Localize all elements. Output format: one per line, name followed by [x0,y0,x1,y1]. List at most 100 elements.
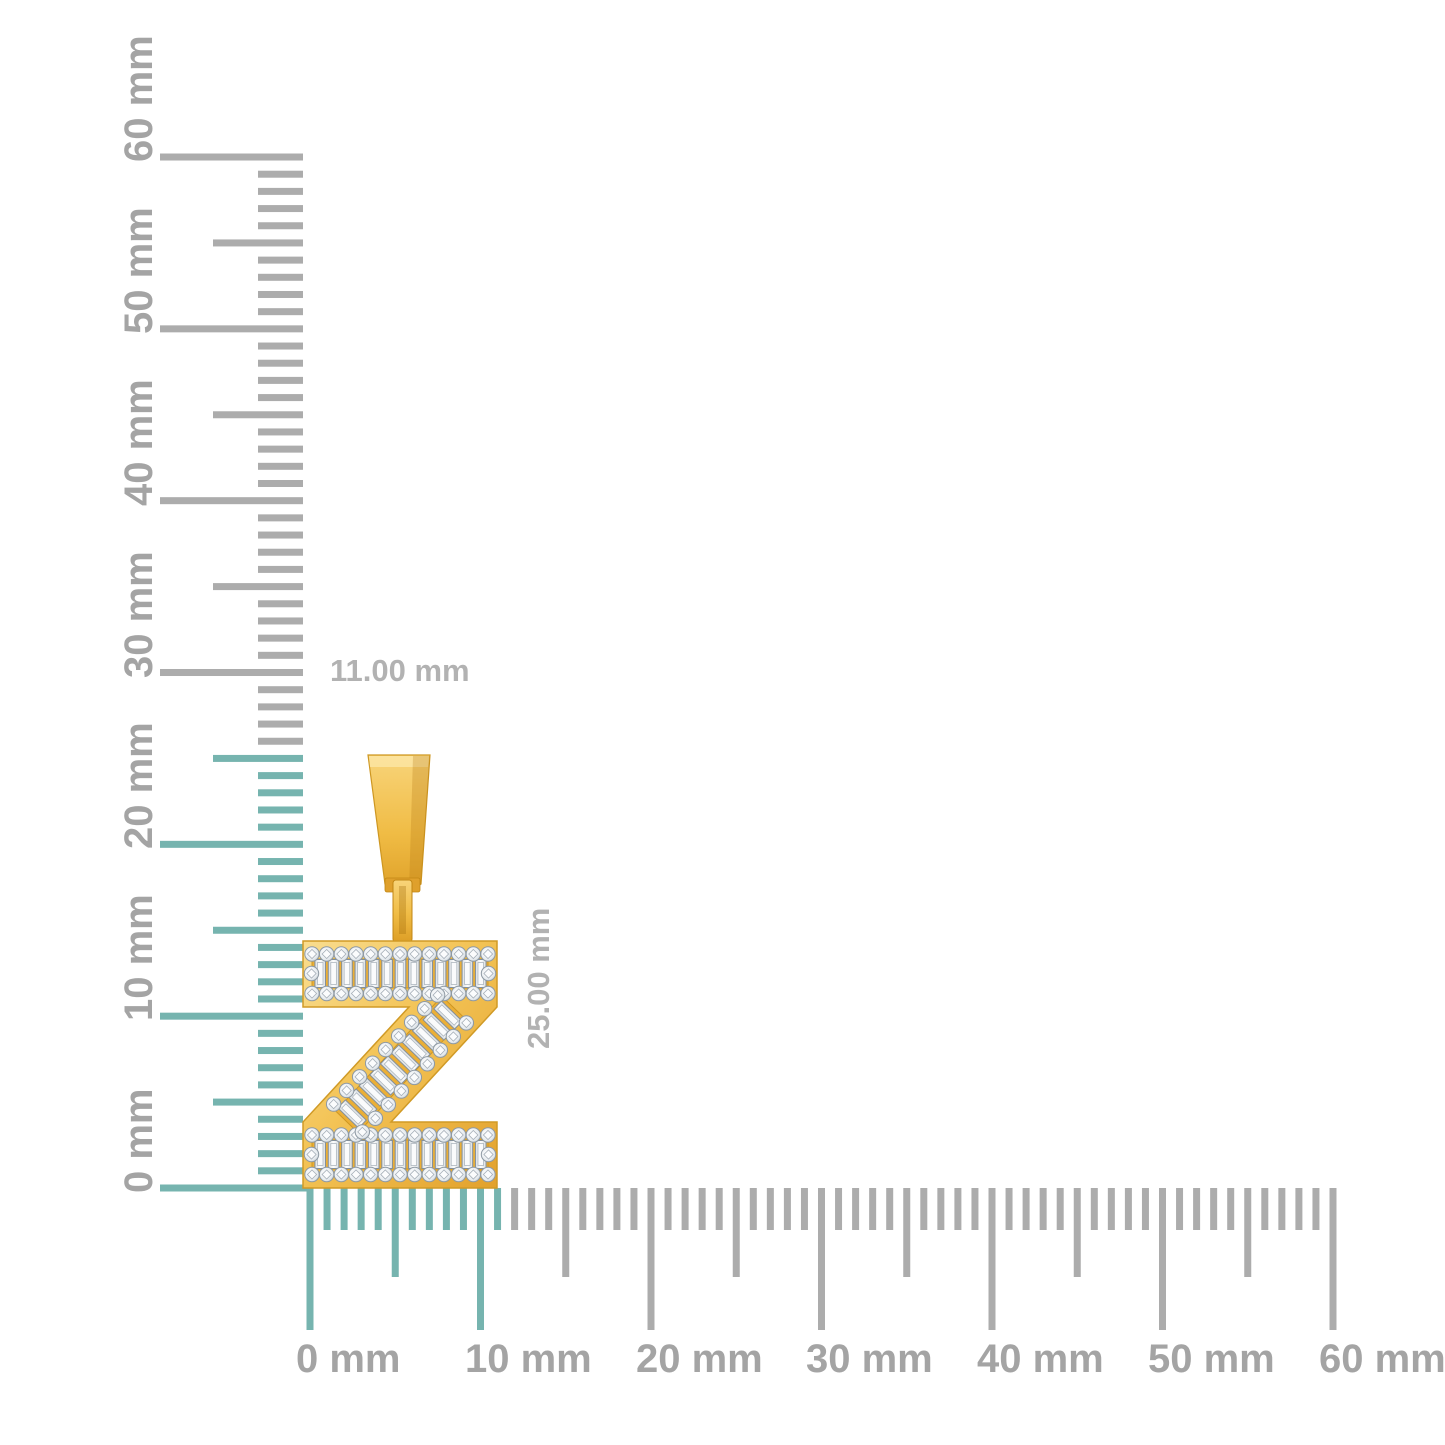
baguette-diamond [448,959,460,988]
h-tick-21mm [664,1188,672,1230]
h-tick-58mm [1295,1188,1303,1230]
round-diamond [377,985,394,1002]
round-diamond [390,1028,407,1044]
h-ruler-label-30mm: 30 mm [806,1337,933,1381]
baguette-diamond [394,959,407,988]
v-tick-49mm [258,342,303,350]
baguette-diamond [394,1140,407,1169]
baguette-diamond [381,1140,393,1169]
h-tick-0mm [306,1188,314,1330]
round-diamond [333,985,350,1002]
v-tick-10mm [160,1012,303,1020]
pendant-height-label: 25.00 mm [521,908,556,1049]
round-diamond [354,1124,371,1140]
round-diamond [351,1069,368,1085]
round-diamond [348,946,364,962]
baguette-diamond [433,1000,463,1030]
v-tick-23mm [258,789,303,797]
round-diamond [436,946,452,962]
h-tick-5mm [391,1188,399,1277]
h-tick-40mm [988,1188,996,1330]
round-diamond [480,985,496,1002]
round-diamond [380,1096,397,1113]
round-diamond [318,1127,335,1143]
v-tick-56mm [258,222,303,230]
v-tick-29mm [258,686,303,694]
v-tick-38mm [258,531,303,539]
baguette-diamond [434,959,447,988]
h-tick-4mm [374,1188,382,1230]
round-diamond [465,1166,482,1183]
h-tick-14mm [545,1188,553,1230]
round-diamond [450,1127,467,1143]
v-tick-32mm [258,634,303,642]
round-diamond [480,946,496,962]
v-tick-54mm [258,256,303,264]
h-tick-36mm [920,1188,928,1230]
v-tick-19mm [258,858,303,866]
v-tick-8mm [258,1047,303,1055]
v-tick-16mm [258,909,303,917]
h-tick-56mm [1261,1188,1269,1230]
baguette-diamond [448,1140,460,1169]
round-diamond [419,1056,436,1072]
v-ruler-label-40mm: 40 mm [117,379,161,506]
h-tick-60mm [1329,1188,1337,1330]
baguette-diamond [421,1140,434,1169]
letter-z [302,940,498,1189]
h-tick-50mm [1159,1188,1166,1330]
baguette-diamond [390,1044,421,1074]
v-tick-14mm [258,943,303,951]
v-ruler-label-0mm: 0 mm [117,1089,161,1194]
round-diamond [406,1127,423,1143]
h-tick-38mm [954,1188,962,1230]
round-diamond [304,946,320,962]
round-diamond [392,1127,408,1143]
baguette-diamond [327,959,340,988]
v-ruler-label-60mm: 60 mm [117,35,161,162]
v-tick-28mm [258,703,303,711]
h-tick-27mm [766,1188,774,1230]
v-tick-3mm [258,1132,303,1140]
round-diamond [304,1166,320,1183]
h-tick-32mm [852,1188,860,1230]
h-tick-41mm [1005,1188,1013,1230]
round-diamond [403,1014,420,1031]
h-tick-22mm [681,1188,689,1230]
baguette-diamond [408,959,420,988]
v-tick-17mm [258,892,303,900]
v-tick-18mm [258,875,303,883]
h-tick-19mm [630,1188,638,1230]
v-tick-33mm [258,617,303,625]
v-tick-40mm [160,497,303,505]
baguette-diamond [354,959,367,988]
v-tick-24mm [258,772,303,780]
v-ruler-label-20mm: 20 mm [117,722,161,849]
pendant-width-label: 11.00 mm [330,653,470,688]
round-diamond [465,985,482,1002]
baguette-diamond [434,1140,447,1169]
round-diamond [450,985,467,1002]
dimension-callouts: 11.00 mm 25.00 mm [330,653,556,1049]
round-diamond [333,946,350,962]
round-diamond [338,1082,355,1099]
h-tick-23mm [698,1188,706,1230]
v-tick-55mm [213,239,303,247]
h-ruler-label-40mm: 40 mm [977,1337,1104,1381]
v-tick-15mm [213,926,303,934]
h-tick-11mm [494,1188,502,1230]
bail-hinge [384,877,421,943]
bail-top-highlight [369,756,429,767]
v-tick-4mm [258,1115,303,1123]
v-tick-47mm [258,376,303,384]
round-diamond [480,1127,496,1143]
h-tick-18mm [613,1188,621,1230]
round-diamond [364,1055,381,1071]
h-tick-1mm [323,1188,331,1230]
h-tick-47mm [1107,1188,1115,1230]
v-tick-12mm [258,978,303,986]
v-tick-26mm [258,737,303,745]
h-ruler-label-60mm: 60 mm [1319,1337,1445,1381]
horizontal-ruler-labels: 0 mm 10 mm 20 mm 30 mm 40 mm 50 mm 60 mm [296,1337,1445,1381]
